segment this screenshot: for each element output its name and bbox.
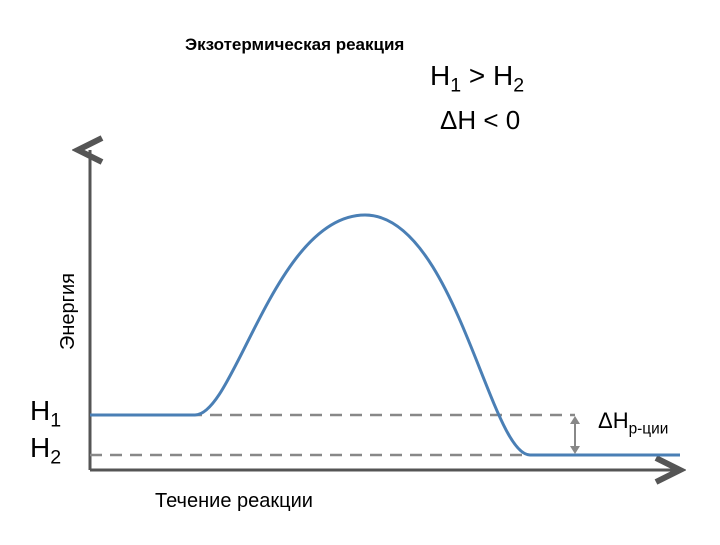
h2-label: H2 [30, 432, 61, 470]
formula-delta-h: ΔH < 0 [440, 105, 520, 136]
energy-diagram: Экзотермическая реакция H1 > H2 ΔH < 0 Э… [0, 0, 720, 540]
delta-h-rxn-label: ΔHр-ции [598, 408, 668, 438]
h1-label: H1 [30, 395, 61, 433]
chart-title: Экзотермическая реакция [185, 35, 404, 55]
x-axis-label: Течение реакции [155, 490, 313, 513]
formula-h1-gt-h2: H1 > H2 [430, 60, 524, 98]
chart-svg [0, 0, 720, 540]
y-axis-label: Энергия [57, 273, 80, 350]
